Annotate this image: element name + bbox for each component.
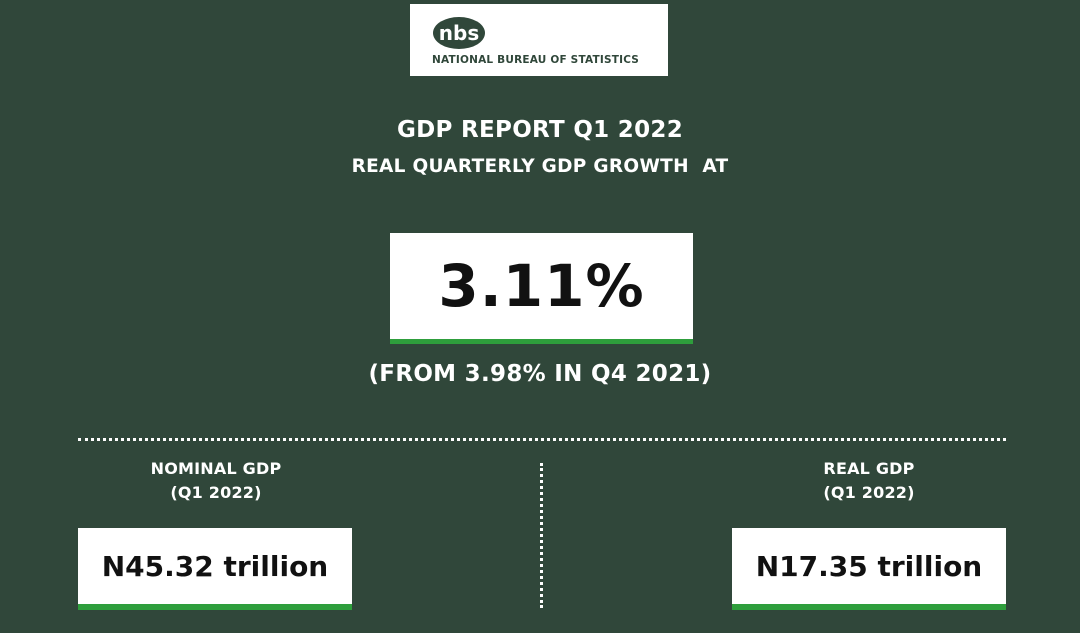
vertical-divider — [540, 463, 543, 608]
logo-mark-text: nbs — [439, 21, 479, 45]
nbs-logo: nbs NATIONAL BUREAU OF STATISTICS — [410, 4, 668, 76]
nominal-gdp-box: N45.32 trillion — [78, 528, 352, 610]
horizontal-divider — [78, 438, 1006, 441]
real-gdp-label-line1: REAL GDP — [823, 459, 915, 478]
real-gdp-label-line2: (Q1 2022) — [823, 483, 915, 502]
report-title: GDP REPORT Q1 2022 — [396, 117, 683, 143]
headline-growth-value: 3.11% — [438, 252, 645, 320]
logo-org-name: NATIONAL BUREAU OF STATISTICS — [432, 54, 640, 66]
nominal-gdp-value: N45.32 trillion — [101, 549, 329, 583]
real-gdp-label: REAL GDP (Q1 2022) — [769, 457, 969, 505]
nbs-logo-icon: nbs — [433, 17, 485, 49]
comparison-note: (FROM 3.98% IN Q4 2021) — [368, 361, 712, 387]
nominal-gdp-label-line2: (Q1 2022) — [170, 483, 262, 502]
real-gdp-value: N17.35 trillion — [755, 549, 983, 583]
nominal-gdp-label-line1: NOMINAL GDP — [150, 459, 282, 478]
headline-value-box: 3.11% — [390, 233, 693, 344]
nominal-gdp-label: NOMINAL GDP (Q1 2022) — [116, 457, 316, 505]
real-gdp-box: N17.35 trillion — [732, 528, 1006, 610]
report-subtitle: REAL QUARTERLY GDP GROWTH AT — [351, 156, 729, 177]
